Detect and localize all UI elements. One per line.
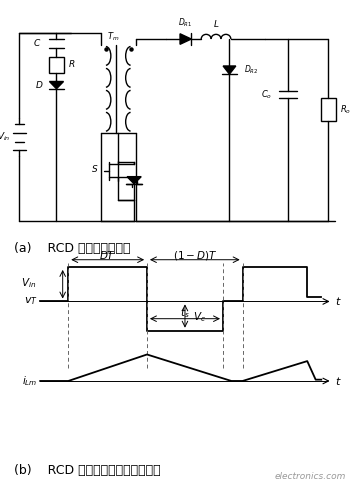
Polygon shape — [180, 34, 191, 44]
Text: $t$: $t$ — [335, 375, 342, 387]
Text: R: R — [69, 61, 76, 69]
Text: $V_{in}$: $V_{in}$ — [0, 131, 10, 143]
Text: $D_{R1}$: $D_{R1}$ — [179, 17, 193, 29]
Polygon shape — [49, 81, 64, 89]
Bar — [321, 98, 336, 121]
Polygon shape — [127, 177, 141, 184]
Text: (a)    RCD 复位正激变换器: (a) RCD 复位正激变换器 — [14, 243, 131, 255]
Text: $D_{R2}$: $D_{R2}$ — [244, 64, 259, 76]
Text: S: S — [92, 165, 98, 174]
Text: (b)    RCD 复位正激变换器工作波形: (b) RCD 复位正激变换器工作波形 — [14, 465, 161, 477]
Text: $(1-D)T$: $(1-D)T$ — [173, 248, 217, 262]
Text: $R_o$: $R_o$ — [340, 103, 352, 116]
Text: $DT$: $DT$ — [99, 249, 116, 261]
Text: $i_{Lm}$: $i_{Lm}$ — [22, 374, 37, 388]
Text: $V_{in}$: $V_{in}$ — [21, 276, 36, 290]
Text: $t$: $t$ — [335, 295, 342, 307]
Bar — [49, 57, 64, 73]
Text: $t_s$: $t_s$ — [180, 306, 190, 320]
Text: D: D — [35, 81, 42, 90]
Text: $V_c$: $V_c$ — [193, 310, 207, 324]
Text: C: C — [34, 39, 40, 48]
Text: electronics.com: electronics.com — [275, 472, 346, 481]
Text: $v_T$: $v_T$ — [24, 296, 37, 307]
Polygon shape — [223, 66, 236, 74]
Text: $T_m$: $T_m$ — [107, 30, 119, 42]
Text: $C_o$: $C_o$ — [261, 88, 272, 101]
Text: L: L — [214, 20, 219, 29]
